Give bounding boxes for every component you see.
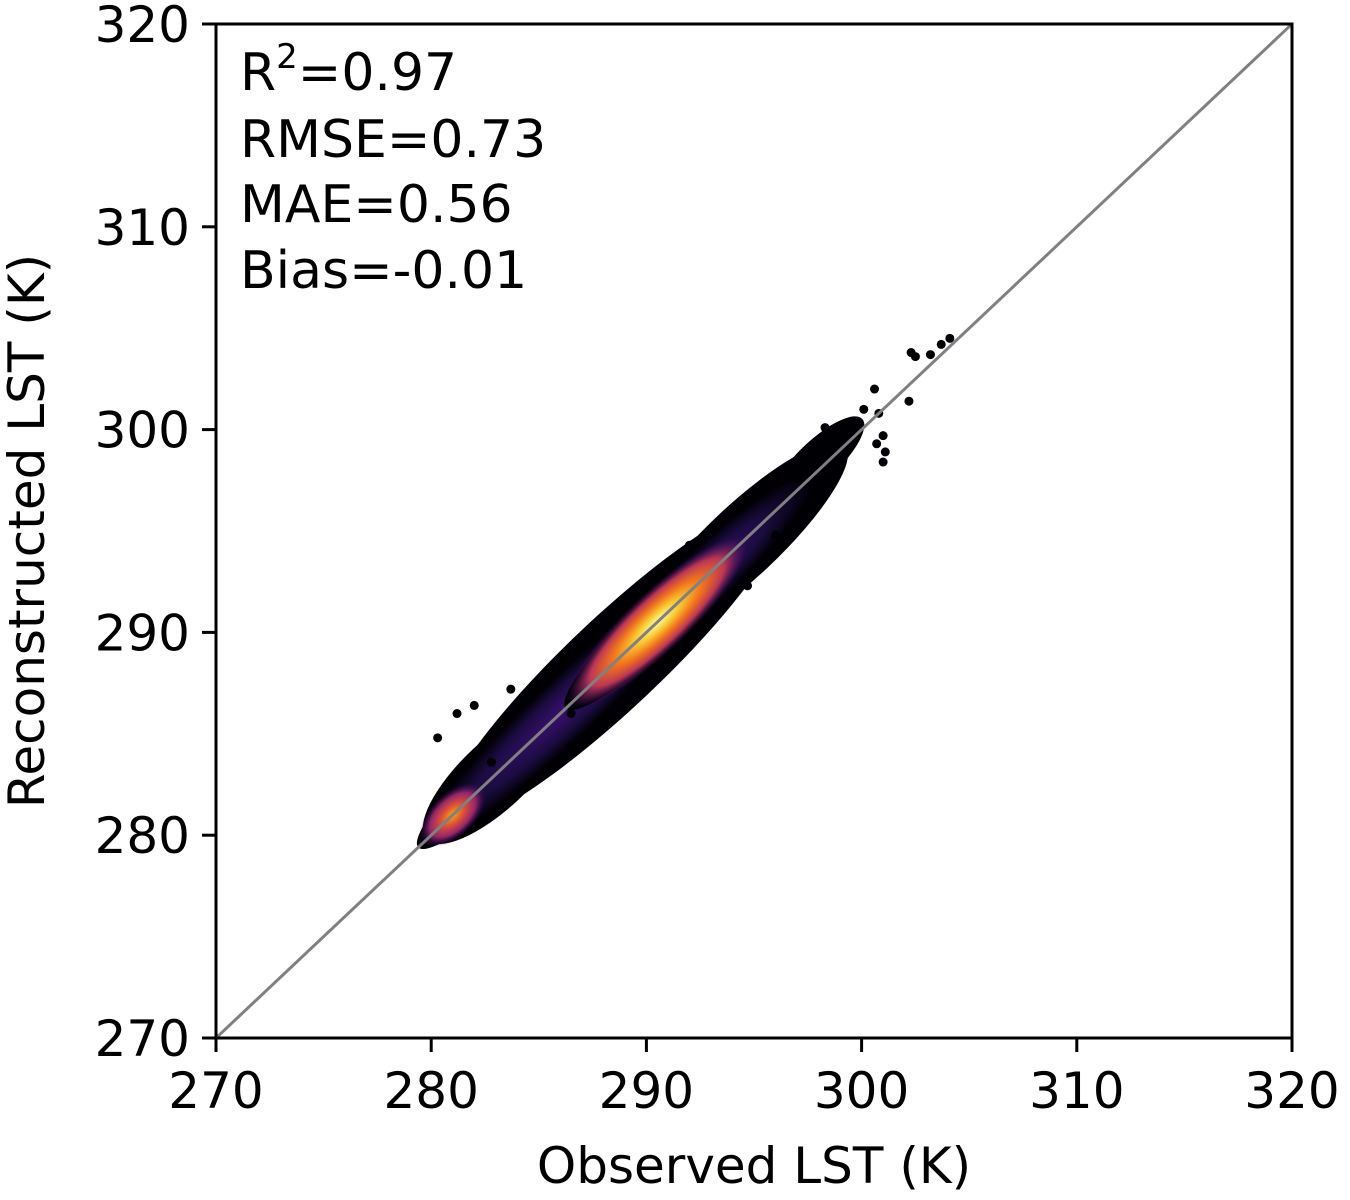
outlier-point (872, 439, 882, 449)
y-axis-label: Reconstructed LST (K) (0, 254, 56, 808)
outlier-point (684, 540, 694, 550)
x-axis-label: Observed LST (K) (537, 1137, 971, 1195)
outlier-point (743, 581, 753, 591)
outlier-point (870, 384, 880, 394)
outlier-point (848, 419, 858, 429)
stat-r2-superscript: 2 (276, 37, 298, 77)
outlier-points (433, 333, 955, 767)
outlier-point (936, 339, 946, 349)
x-tick-label: 290 (599, 1062, 694, 1120)
y-tick-label: 310 (95, 199, 190, 257)
axes-frame (214, 22, 1294, 1040)
outlier-point (910, 352, 920, 362)
y-tick-label: 270 (95, 1010, 190, 1068)
outlier-point (452, 709, 462, 719)
plot-area (216, 24, 1292, 1038)
x-tick-label: 270 (168, 1062, 263, 1120)
y-axis-ticks: 270 280 290 300 310 320 (95, 0, 216, 1068)
outlier-point (566, 709, 576, 719)
outlier-point (859, 404, 869, 414)
y-tick-label: 320 (95, 0, 190, 54)
outlier-point (506, 684, 516, 694)
outlier-point (771, 530, 781, 540)
y-tick-label: 300 (95, 402, 190, 460)
stat-r2: R2=0.97 (240, 37, 457, 103)
outlier-point (497, 719, 507, 729)
x-tick-label: 320 (1244, 1062, 1339, 1120)
outlier-point (469, 700, 479, 710)
stat-rmse: RMSE=0.73 (240, 110, 546, 170)
stats-annotation: R2=0.97 RMSE=0.73 MAE=0.56 Bias=-0.01 (240, 37, 546, 301)
outlier-point (486, 757, 496, 767)
outlier-point (588, 625, 598, 635)
outlier-point (904, 396, 914, 406)
y-tick-label: 280 (95, 807, 190, 865)
stat-mae: MAE=0.56 (240, 175, 513, 235)
stat-r2-value: =0.97 (298, 43, 457, 103)
outlier-point (792, 473, 802, 483)
stat-r2-prefix: R (240, 43, 276, 103)
outlier-point (880, 447, 890, 457)
x-tick-label: 300 (814, 1062, 909, 1120)
x-tick-label: 280 (383, 1062, 478, 1120)
y-tick-label: 290 (95, 604, 190, 662)
outlier-point (433, 733, 443, 743)
x-tick-label: 310 (1029, 1062, 1124, 1120)
outlier-point (878, 457, 888, 467)
x-axis-ticks: 270 280 290 300 310 320 (168, 1038, 1340, 1120)
outlier-point (945, 333, 955, 343)
outlier-point (820, 423, 830, 433)
outlier-point (878, 431, 888, 441)
stat-bias: Bias=-0.01 (240, 241, 527, 301)
outlier-point (925, 350, 935, 360)
one-to-one-line (216, 24, 1292, 1038)
